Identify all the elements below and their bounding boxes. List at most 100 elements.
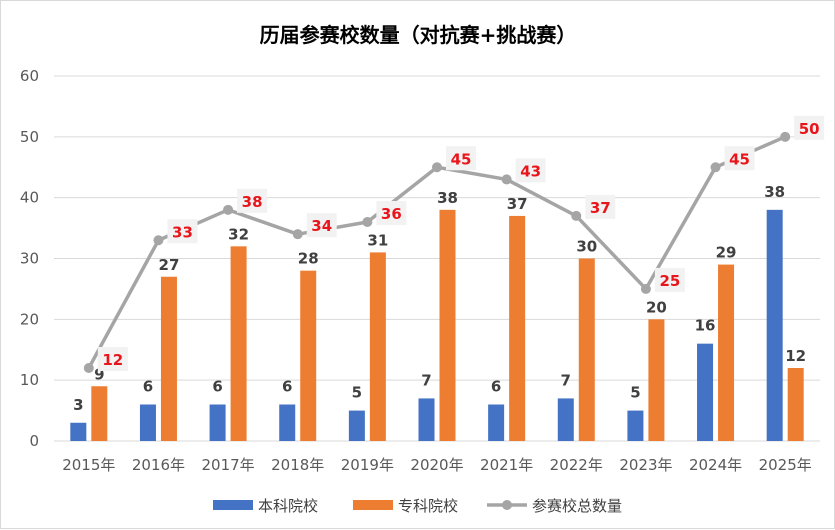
y-tick-label: 50 [20,128,39,146]
total-label: 38 [242,193,263,211]
bar-label-vocational: 20 [646,298,667,316]
bar-label-undergrad: 3 [73,396,83,414]
x-tick-label: 2018年 [271,456,324,474]
y-tick-label: 30 [20,250,39,268]
bar-vocational [648,319,665,441]
bar-vocational [230,246,247,441]
total-label-box [446,146,476,171]
total-point [83,363,94,373]
bar-vocational [718,264,735,441]
bars [70,209,804,441]
bar-label-vocational: 12 [785,347,806,365]
bar-vocational [369,252,386,441]
total-line: 12 33 38 34 36 45 43 37 25 45 50 [83,115,825,373]
total-label-box [585,194,616,219]
x-tick-label: 2015年 [62,456,115,474]
bar-label-undergrad: 6 [282,378,292,396]
total-point [710,162,721,173]
x-axis-ticks: 2015年 2016年 2017年 2018年 2019年 2020年 2021年 2022年… [62,456,812,474]
total-label-box [654,267,685,292]
total-label: 25 [659,272,680,290]
bar-undergrad [627,410,644,441]
y-tick-label: 20 [20,310,39,328]
total-point [780,131,791,142]
x-tick-label: 2016年 [132,456,185,474]
total-label: 12 [102,351,123,369]
bar-label-vocational: 9 [94,365,104,383]
x-tick-label: 2021年 [480,456,533,474]
total-label: 33 [172,223,193,241]
bar-undergrad [279,404,296,441]
total-label: 45 [729,150,750,168]
bar-label-undergrad: 6 [212,378,222,396]
bar-undergrad [348,410,365,441]
bar-undergrad [697,343,714,441]
x-tick-label: 2025年 [759,456,812,474]
total-label: 50 [799,120,820,138]
legend-label-undergrad: 本科院校 [258,497,318,515]
total-label-box [237,188,268,213]
y-tick-label: 0 [29,432,39,450]
bar-label-undergrad: 7 [561,371,571,389]
total-point [571,210,582,221]
bar-label-vocational: 29 [716,244,737,262]
total-label: 34 [311,217,332,235]
total-label: 45 [451,150,472,168]
total-label-box [167,219,198,244]
x-tick-label: 2023年 [619,456,672,474]
bar-label-undergrad: 5 [630,384,640,402]
bar-vocational [509,215,526,441]
legend-label-total: 参赛校总数量 [532,497,622,515]
bar-vocational [91,386,108,441]
legend-marker-total [502,500,512,510]
total-label-box [724,146,755,171]
bar-label-vocational: 28 [298,250,319,268]
bar-label-vocational: 27 [159,256,180,274]
bar-undergrad [488,404,505,441]
total-label-box [306,213,337,238]
bar-vocational [787,368,804,441]
total-point [292,229,303,240]
bar-label-vocational: 38 [437,189,458,207]
bar-undergrad [209,404,226,441]
total-label-box [97,347,128,371]
x-tick-label: 2019年 [341,456,394,474]
x-tick-label: 2020年 [410,456,463,474]
y-tick-label: 40 [20,189,39,207]
y-tick-label: 60 [20,67,39,85]
bar-label-undergrad: 6 [143,378,153,396]
legend-swatch-vocational [353,500,393,510]
bar-undergrad [70,422,87,441]
total-label: 43 [520,162,541,180]
total-label-box [794,115,825,140]
bar-label-undergrad: 7 [421,371,431,389]
bar-undergrad [418,398,435,441]
total-point [432,162,442,173]
bar-label-undergrad: 16 [695,317,716,335]
total-label: 36 [381,205,402,223]
gridlines [54,75,820,442]
total-point [501,174,512,185]
total-label-box [515,158,546,183]
bar-vocational [439,209,456,441]
bar-undergrad [557,398,574,441]
legend-swatch-undergrad [213,500,253,510]
x-tick-label: 2024年 [689,456,742,474]
bar-label-vocational: 31 [367,231,388,249]
bar-label-undergrad: 5 [352,384,362,402]
total-label-box [376,201,407,225]
legend: 本科院校 专科院校 参赛校总数量 [213,497,622,515]
total-point [223,204,234,215]
x-tick-label: 2022年 [550,456,603,474]
bar-vocational [300,270,317,441]
legend-label-vocational: 专科院校 [398,497,458,515]
bar-label-vocational: 37 [507,195,528,213]
bar-vocational [160,276,177,441]
total-point [640,283,651,294]
chart-title: 历届参赛校数量（对抗赛+挑战赛） [260,23,577,47]
x-tick-label: 2017年 [201,456,254,474]
bar-label-vocational: 30 [576,238,597,256]
y-tick-label: 10 [20,371,39,389]
